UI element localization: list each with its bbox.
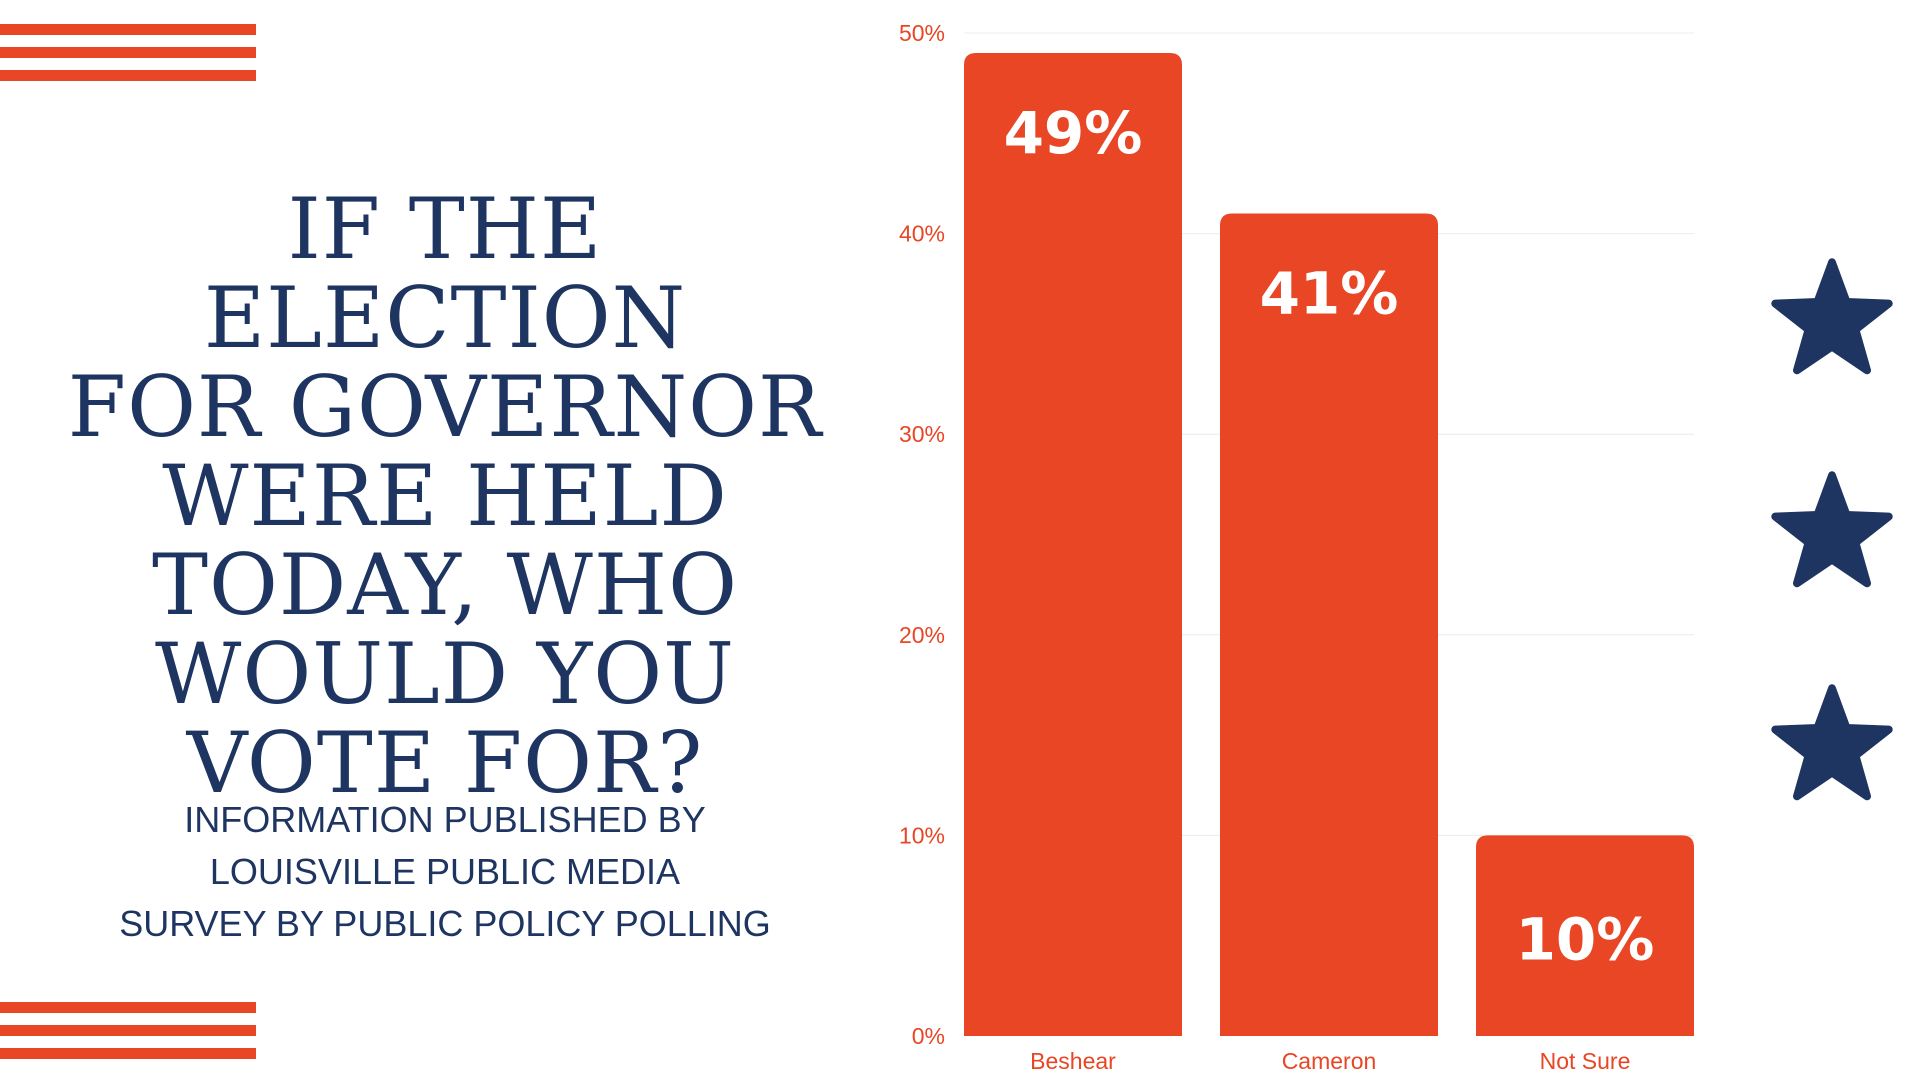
y-tick-label: 30% (899, 421, 945, 447)
stripe (0, 24, 256, 35)
headline-line: IF THE ELECTION (203, 180, 687, 367)
x-tick-label: Cameron (1282, 1048, 1377, 1074)
stripe (0, 70, 256, 81)
headline-line: TODAY, WHO (152, 536, 738, 634)
stripe (0, 1048, 256, 1059)
headline: IF THE ELECTION FOR GOVERNOR WERE HELD T… (40, 185, 850, 808)
headline-line: WERE HELD (162, 447, 728, 545)
data-label: 49% (1004, 99, 1143, 167)
y-tick-label: 0% (912, 1023, 945, 1049)
bar (1220, 213, 1438, 1037)
bar (1476, 835, 1694, 1036)
bottom-stripes-icon (0, 1002, 256, 1062)
y-tick-label: 50% (899, 20, 945, 46)
data-label: 10% (1516, 906, 1655, 974)
star-icon (1771, 471, 1893, 588)
source-credits: INFORMATION PUBLISHED BY LOUISVILLE PUBL… (40, 794, 850, 950)
star-icon (1771, 684, 1893, 801)
star-icon (1771, 258, 1893, 375)
stripe (0, 1002, 256, 1013)
stripe (0, 47, 256, 58)
top-stripes-icon (0, 24, 256, 84)
y-tick-label: 40% (899, 221, 945, 247)
credit-line: LOUISVILLE PUBLIC MEDIA (209, 851, 681, 892)
y-tick-label: 10% (899, 822, 945, 848)
headline-line: FOR GOVERNOR (67, 358, 823, 456)
credit-line: INFORMATION PUBLISHED BY (184, 799, 706, 840)
x-tick-label: Beshear (1030, 1048, 1116, 1074)
bar (964, 53, 1182, 1037)
credit-line: SURVEY BY PUBLIC POLICY POLLING (119, 903, 771, 944)
headline-line: VOTE FOR? (186, 714, 704, 812)
x-tick-label: Not Sure (1540, 1048, 1631, 1074)
headline-line: WOULD YOU (155, 625, 735, 723)
y-tick-label: 20% (899, 622, 945, 648)
stripe (0, 1025, 256, 1036)
data-label: 41% (1260, 260, 1399, 328)
